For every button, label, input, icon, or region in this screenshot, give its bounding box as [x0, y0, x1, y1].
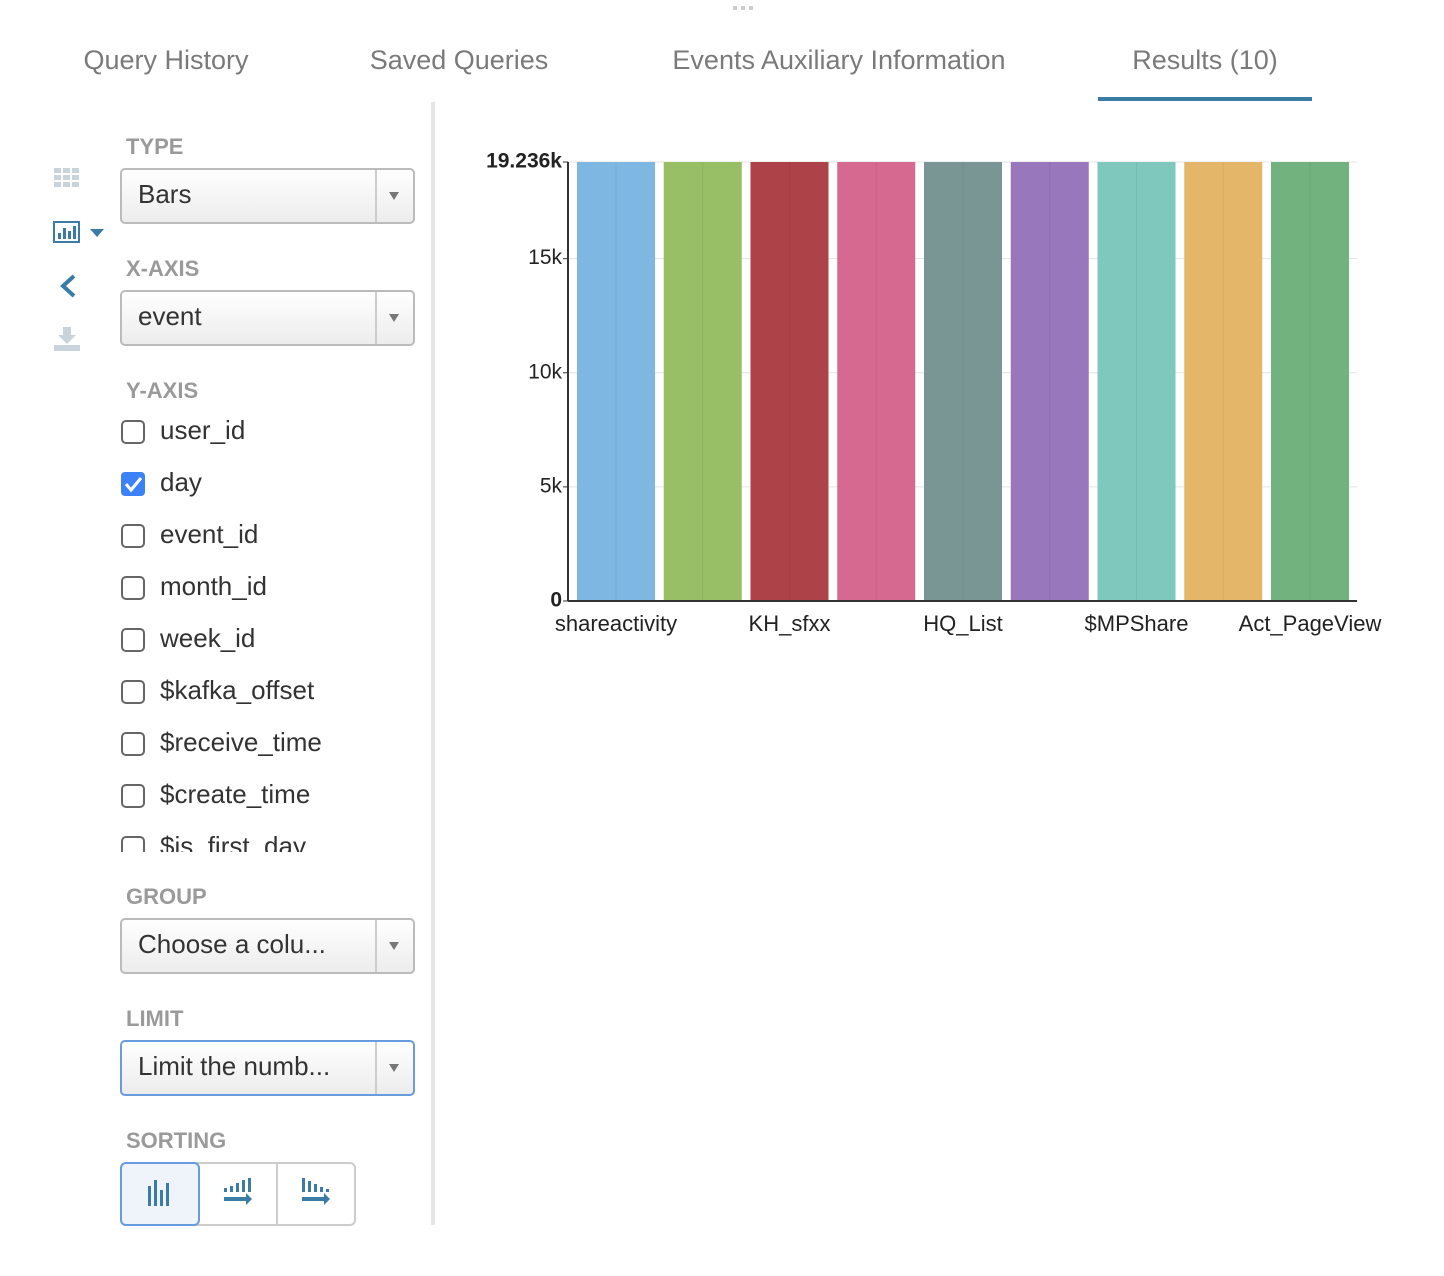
- checkbox: [121, 784, 145, 808]
- checkbox-option[interactable]: $is_first_day: [121, 831, 306, 861]
- checkbox: [121, 628, 145, 652]
- tab[interactable]: Events Auxiliary Information: [672, 45, 1005, 75]
- tab-underline: [1098, 97, 1312, 101]
- bar[interactable]: [1184, 162, 1263, 601]
- checkbox-option[interactable]: user_id: [121, 415, 245, 445]
- checkbox: [121, 576, 145, 600]
- bar[interactable]: [1097, 162, 1176, 601]
- sort-asc[interactable]: [224, 1178, 252, 1205]
- checkbox: [121, 420, 145, 444]
- divider: [431, 102, 435, 1225]
- checkbox: [121, 680, 145, 704]
- checkbox: [121, 732, 145, 756]
- x-tick-label: Act_PageView: [1239, 611, 1382, 636]
- select[interactable]: event: [120, 290, 415, 346]
- checkbox: [121, 836, 145, 852]
- y-tick-label: 15k: [528, 246, 562, 269]
- checkbox: [121, 524, 145, 548]
- section-label: TYPE: [126, 134, 183, 159]
- y-tick-label: 19.236k: [486, 150, 562, 173]
- select[interactable]: Choose a colu...: [120, 918, 415, 974]
- section-label: Y-AXIS: [126, 378, 198, 403]
- select-value: Limit the numb...: [138, 1051, 330, 1081]
- bar[interactable]: [1271, 162, 1349, 601]
- y-tick-label: 10k: [528, 360, 562, 383]
- checkbox-option[interactable]: week_id: [121, 623, 255, 653]
- bar[interactable]: [750, 162, 829, 601]
- collapse-icon[interactable]: [60, 274, 76, 298]
- tab-active[interactable]: Results (10): [1132, 45, 1278, 75]
- checkbox-option[interactable]: day: [121, 467, 202, 497]
- checkbox-option[interactable]: month_id: [121, 571, 267, 601]
- bar[interactable]: [837, 162, 916, 601]
- sort-none-icon: [148, 1180, 169, 1206]
- select[interactable]: Limit the numb...: [120, 1040, 415, 1096]
- select-value: Choose a colu...: [138, 929, 326, 959]
- checkbox-option[interactable]: event_id: [121, 519, 258, 549]
- option-label: event_id: [160, 519, 258, 549]
- option-label: month_id: [160, 571, 267, 601]
- option-label: week_id: [159, 623, 255, 653]
- bar[interactable]: [1010, 162, 1089, 601]
- x-tick-label: KH_sfxx: [749, 611, 831, 636]
- tab[interactable]: Query History: [83, 45, 249, 75]
- chart: 0 5k 10k 15k 19.236k shareactivity KH_sfxx HQ_L…: [486, 150, 1381, 636]
- option-label: $kafka_offset: [160, 675, 315, 705]
- option-label: user_id: [160, 415, 245, 445]
- checkmark: [124, 477, 143, 493]
- option-label: $receive_time: [160, 727, 322, 757]
- x-tick-label: $MPShare: [1085, 611, 1189, 636]
- download-icon[interactable]: [54, 327, 80, 351]
- sort-desc[interactable]: [302, 1178, 330, 1205]
- checkbox-checked: [121, 472, 145, 496]
- option-label: day: [160, 467, 202, 497]
- section-label: GROUP: [126, 884, 207, 909]
- section-label: X-AXIS: [126, 256, 199, 281]
- bar[interactable]: [663, 162, 742, 601]
- x-tick-label: HQ_List: [923, 611, 1002, 636]
- section-label: SORTING: [126, 1128, 226, 1153]
- option-label: $create_time: [160, 779, 310, 809]
- section-label: LIMIT: [126, 1006, 184, 1031]
- select-value: Bars: [138, 179, 191, 209]
- checkbox-option[interactable]: $create_time: [121, 779, 310, 809]
- x-tick-label: shareactivity: [555, 611, 677, 636]
- drag-handle[interactable]: [733, 6, 753, 10]
- grid-icon[interactable]: [54, 168, 79, 187]
- chart-icon[interactable]: [53, 221, 104, 243]
- tab[interactable]: Saved Queries: [370, 45, 549, 75]
- select-value: event: [138, 301, 202, 331]
- y-tick-label: 5k: [540, 474, 563, 497]
- checkbox-option[interactable]: $kafka_offset: [121, 675, 315, 705]
- bar[interactable]: [924, 162, 1002, 601]
- select[interactable]: Bars: [120, 168, 415, 224]
- option-label: $is_first_day: [160, 831, 306, 861]
- y-tick-label: 0: [550, 589, 562, 612]
- sorting-buttons: [120, 1162, 356, 1226]
- bar[interactable]: [577, 162, 655, 601]
- checkbox-option[interactable]: $receive_time: [121, 727, 322, 757]
